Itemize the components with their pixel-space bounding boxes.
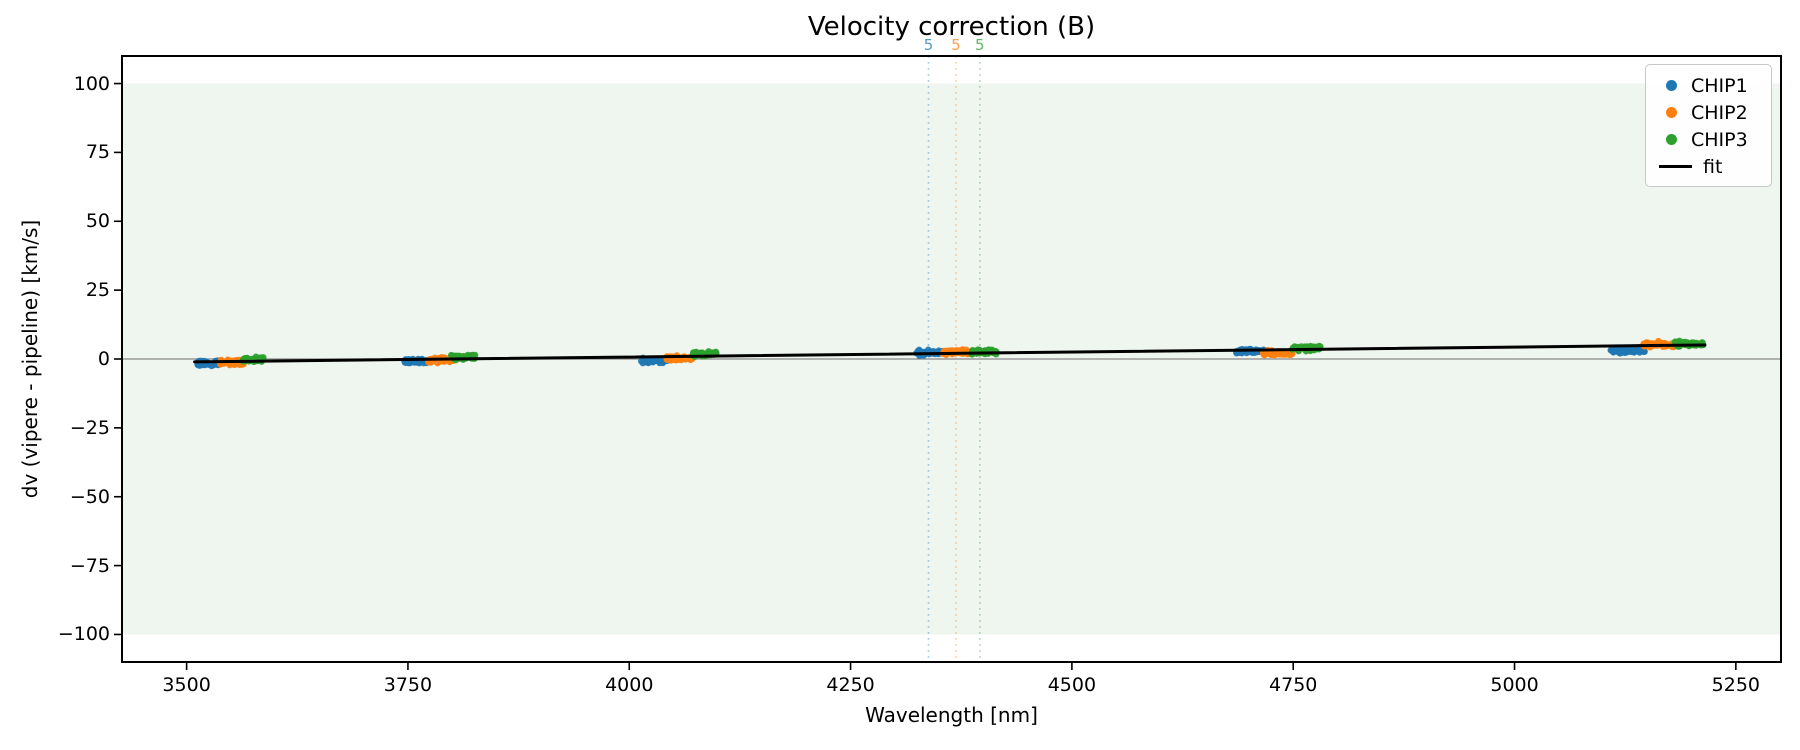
y-tick-label: 50 — [85, 210, 110, 233]
y-tick-label: −50 — [69, 485, 110, 508]
data-point-chip2 — [1282, 349, 1289, 357]
legend-item-chip3[interactable]: CHIP3 — [1646, 126, 1771, 153]
data-point-chip3 — [260, 354, 267, 361]
legend-label: CHIP1 — [1691, 74, 1748, 97]
data-point-chip3 — [692, 349, 699, 357]
x-tick-label: 5250 — [1711, 674, 1761, 696]
legend-label: fit — [1703, 155, 1723, 178]
legend-label: CHIP2 — [1691, 101, 1748, 124]
legend-item-fit[interactable]: fit — [1646, 153, 1771, 180]
legend: CHIP1 CHIP2 CHIP3 fit — [1645, 64, 1772, 187]
y-tick-label: −100 — [57, 623, 110, 646]
x-tick-label: 4750 — [1269, 674, 1318, 696]
data-point-chip3 — [252, 353, 260, 361]
fit-line-swatch — [1659, 165, 1692, 168]
chip1-dot-swatch — [1666, 80, 1677, 91]
x-tick-label: 4250 — [826, 674, 875, 696]
order-marker-label: 5 — [975, 36, 985, 54]
order-marker-label: 5 — [923, 36, 934, 54]
x-tick-label: 5000 — [1490, 674, 1539, 696]
y-tick-label: 75 — [85, 141, 110, 164]
legend-item-chip1[interactable]: CHIP1 — [1646, 72, 1771, 99]
fit-line — [193, 343, 1707, 364]
y-tick-label: 25 — [85, 279, 110, 302]
x-tick-label: 4500 — [1047, 674, 1097, 696]
data-point-chip1 — [1611, 346, 1619, 353]
data-point-chip2 — [427, 359, 434, 366]
data-point-chip2 — [958, 346, 966, 354]
data-point-chip2 — [1274, 349, 1281, 357]
x-tick-label: 4000 — [605, 674, 654, 696]
legend-label: CHIP3 — [1691, 128, 1748, 151]
data-point-chip3 — [471, 351, 479, 359]
chip3-dot-swatch — [1666, 134, 1677, 145]
data-point-chip1 — [1634, 347, 1641, 355]
y-tick-label: −75 — [69, 554, 110, 577]
y-tick-label: 100 — [73, 72, 110, 95]
x-axis-label: Wavelength [nm] — [865, 703, 1038, 727]
data-point-chip2 — [1260, 349, 1267, 357]
order-marker-label: 5 — [951, 36, 961, 54]
chart-title: Velocity correction (B) — [807, 12, 1096, 42]
y-tick-label: 0 — [97, 348, 110, 370]
y-tick-label: −25 — [69, 416, 110, 439]
legend-item-chip2[interactable]: CHIP2 — [1646, 99, 1771, 126]
x-tick-label: 3750 — [383, 674, 433, 696]
chip2-dot-swatch — [1666, 107, 1677, 118]
x-tick-label: 3500 — [162, 674, 211, 696]
